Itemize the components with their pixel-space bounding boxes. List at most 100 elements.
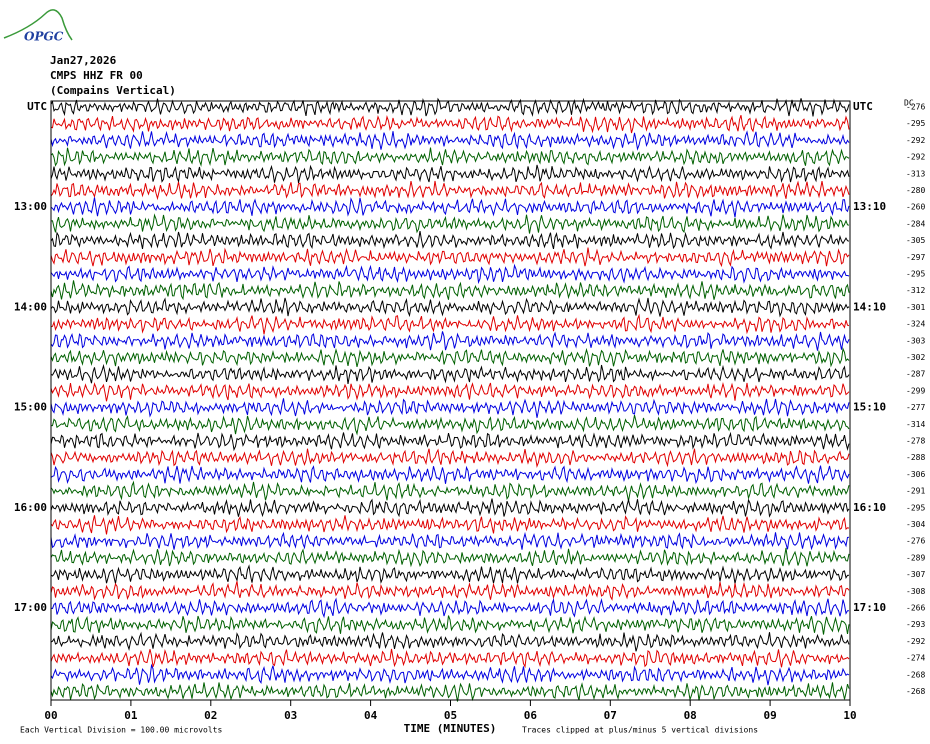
dc-label: DC	[904, 99, 914, 108]
left-time-label: 15:00	[14, 401, 47, 414]
trace	[50, 331, 850, 351]
dc-offset: -287	[906, 370, 925, 379]
trace	[50, 564, 850, 585]
trace	[50, 597, 849, 619]
trace	[50, 581, 850, 601]
trace	[50, 313, 850, 335]
trace	[50, 263, 850, 285]
x-tick-label: 04	[364, 709, 378, 722]
dc-offset: -295	[906, 503, 925, 512]
dc-offset: -302	[906, 353, 925, 362]
x-tick-label: 09	[763, 709, 776, 722]
trace	[50, 213, 850, 234]
trace	[51, 414, 850, 436]
traces	[50, 97, 850, 702]
logo: OPGC	[3, 9, 73, 44]
site: (Compains Vertical)	[50, 84, 176, 97]
dc-offset: -301	[906, 303, 925, 312]
trace	[50, 682, 850, 702]
left-time-label: 16:00	[14, 501, 47, 514]
dc-offset: -260	[906, 203, 925, 212]
trace	[50, 431, 850, 452]
x-tick-label: 08	[684, 709, 697, 722]
trace	[50, 615, 850, 635]
trace	[50, 547, 850, 568]
right-time-label: 13:10	[853, 200, 886, 213]
dc-offset: -277	[906, 403, 925, 412]
right-time-label: 17:10	[853, 601, 886, 614]
dc-offset: -276	[906, 103, 925, 112]
x-axis-title: TIME (MINUTES)	[404, 722, 497, 735]
trace	[50, 648, 850, 669]
right-time-label: UTC	[853, 100, 873, 113]
dc-offset: -284	[906, 219, 925, 228]
dc-offset: -307	[906, 570, 925, 579]
dc-offset: -305	[906, 236, 925, 245]
dc-offset: -293	[906, 620, 925, 629]
x-tick-label: 00	[44, 709, 57, 722]
dc-offset: -308	[906, 587, 925, 596]
x-tick-label: 02	[204, 709, 217, 722]
x-tick-label: 05	[444, 709, 457, 722]
trace	[50, 280, 850, 301]
trace	[50, 363, 850, 384]
logo-curve	[3, 9, 73, 41]
left-time-label: 17:00	[14, 601, 47, 614]
station: CMPS HHZ FR 00	[50, 69, 143, 82]
trace	[50, 515, 850, 535]
trace	[50, 297, 850, 318]
trace	[50, 164, 850, 184]
dc-offset: -304	[906, 520, 925, 529]
x-tick-label: 07	[604, 709, 617, 722]
left-time-label: 14:00	[14, 300, 47, 313]
x-tick-label: 01	[124, 709, 138, 722]
clip-note: Traces clipped at plus/minus 5 vertical …	[522, 726, 758, 735]
trace	[50, 231, 850, 250]
trace	[50, 498, 850, 518]
dc-offset: -313	[906, 169, 925, 178]
dc-offset: -268	[906, 687, 925, 696]
trace	[50, 531, 850, 551]
trace	[50, 197, 850, 218]
logo-text: OPGC	[24, 30, 64, 44]
dc-offset: -274	[906, 654, 925, 663]
dc-offset: -312	[906, 286, 925, 295]
date: Jan27,2026	[50, 54, 117, 67]
dc-offset: -289	[906, 553, 925, 562]
dc-offset: -295	[906, 119, 925, 128]
dc-offset: -292	[906, 153, 925, 162]
right-time-label: 16:10	[853, 501, 886, 514]
dc-offset: -324	[906, 320, 925, 329]
trace	[50, 247, 850, 268]
dc-offset: -314	[906, 420, 925, 429]
x-tick-label: 03	[284, 709, 297, 722]
x-tick-label: 06	[524, 709, 538, 722]
dc-offset: -292	[906, 637, 925, 646]
trace	[50, 347, 850, 368]
trace	[50, 115, 850, 134]
trace	[50, 631, 850, 652]
trace	[50, 480, 850, 502]
trace	[50, 381, 850, 402]
dc-offset: -295	[906, 270, 925, 279]
trace	[50, 663, 850, 686]
dc-offset: -297	[906, 253, 925, 262]
trace	[50, 97, 850, 117]
dc-offset: -276	[906, 537, 925, 546]
dc-offset: -288	[906, 453, 925, 462]
dc-offset: -299	[906, 386, 925, 395]
dc-offset: -266	[906, 604, 925, 613]
dc-offset: -306	[906, 470, 925, 479]
right-time-label: 15:10	[853, 401, 886, 414]
trace	[50, 398, 850, 418]
trace	[50, 130, 850, 151]
dc-offset: -303	[906, 336, 925, 345]
left-time-label: 13:00	[14, 200, 47, 213]
scale-note: Each Vertical Division = 100.00 microvol…	[20, 726, 222, 735]
dc-offset: -292	[906, 136, 925, 145]
dc-offset: -280	[906, 186, 925, 195]
trace	[50, 180, 850, 201]
left-time-label: UTC	[27, 100, 47, 113]
trace	[50, 448, 850, 468]
